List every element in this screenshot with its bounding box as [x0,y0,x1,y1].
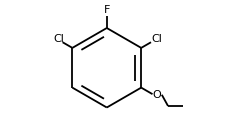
Text: O: O [152,90,161,100]
Text: Cl: Cl [150,34,161,44]
Text: Cl: Cl [53,34,63,44]
Text: F: F [103,5,110,15]
